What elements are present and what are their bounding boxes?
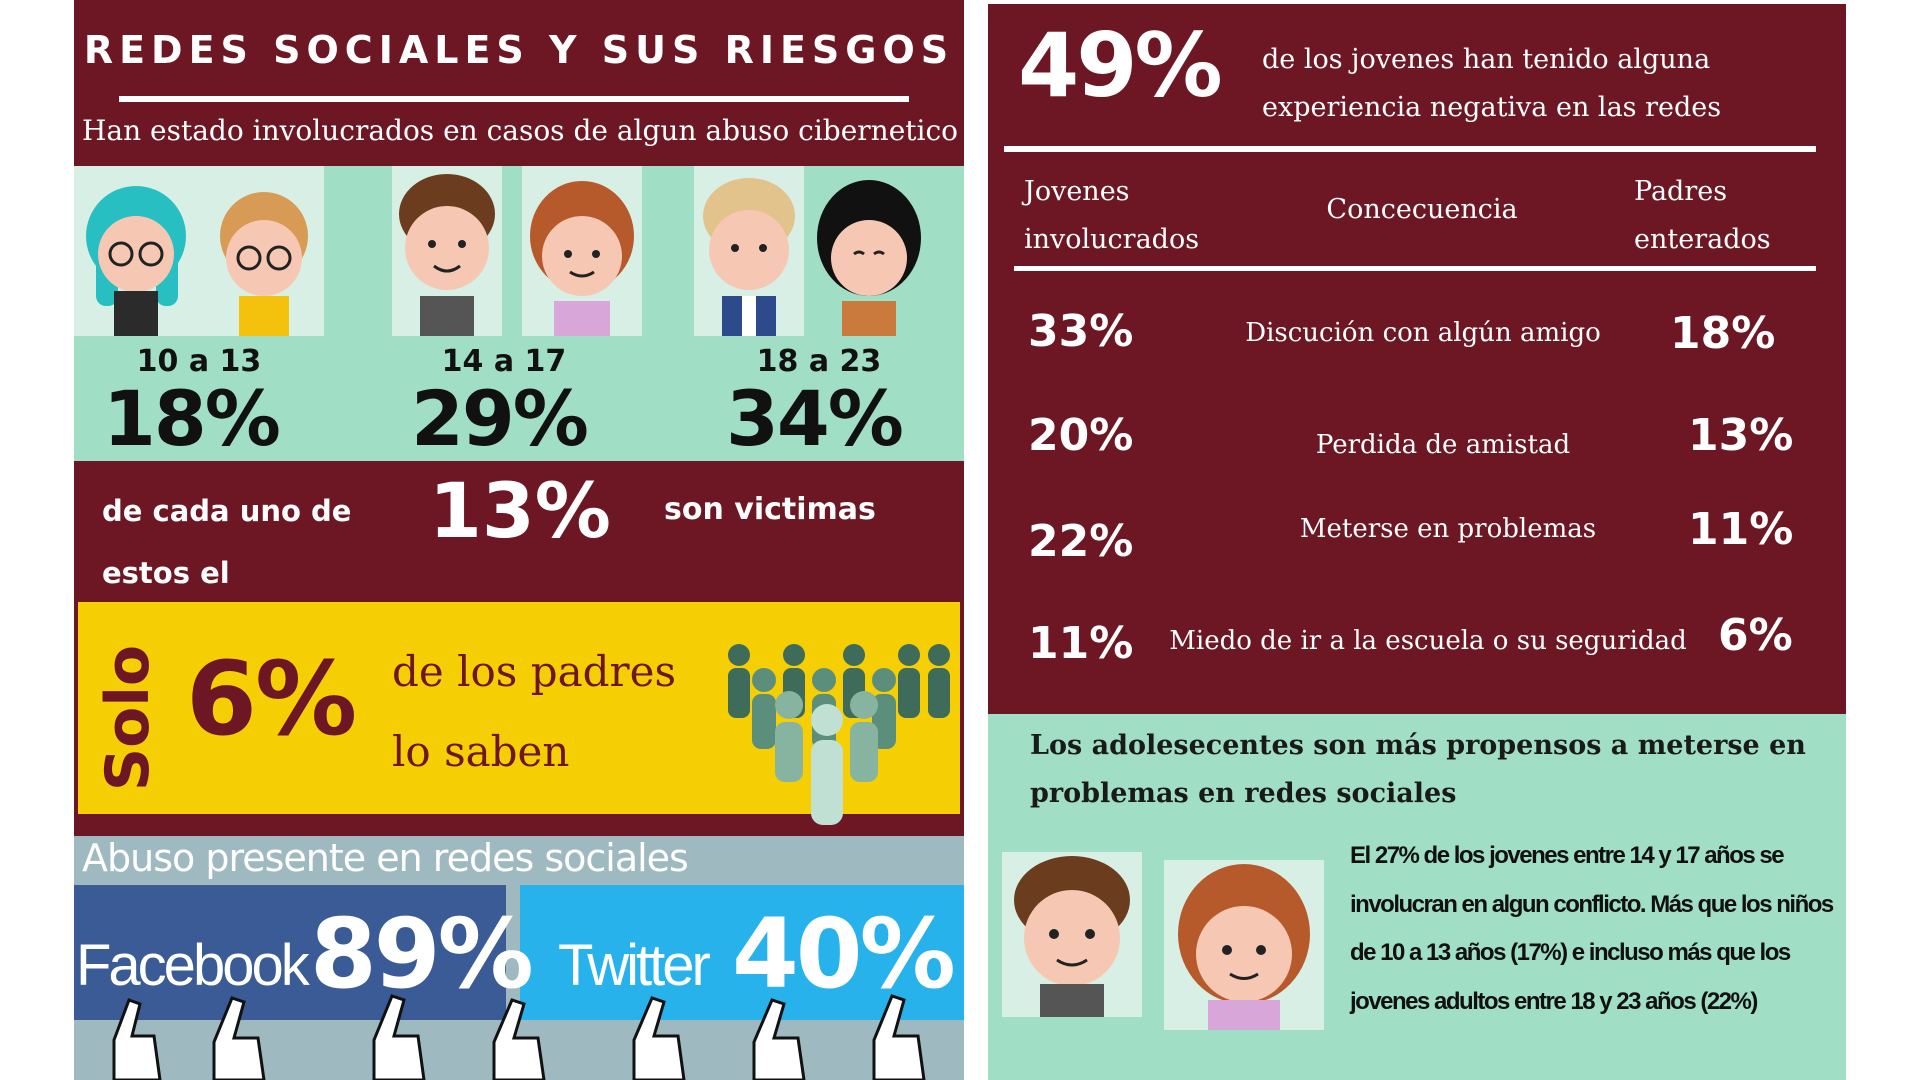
boy-illustration [1002, 852, 1142, 1017]
victims-percent: 13% [429, 466, 611, 555]
victims-post-text: son victimas [664, 492, 876, 527]
column-header-padres: Padres enterados [1634, 176, 1771, 255]
table-cell-consecuencia: Miedo de ir a la escuela o su seguridad [1169, 626, 1687, 656]
headline-percent: 49% [1018, 14, 1223, 117]
girl-illustration [1164, 860, 1324, 1030]
table-cell-padres: 11% [1688, 504, 1794, 555]
facebook-name: Facebook [76, 933, 310, 998]
abuse-title: Abuso presente en redes sociales [82, 836, 689, 880]
headline-text: de los jovenes han tenido alguna experie… [1262, 44, 1722, 123]
table-cell-padres: 6% [1718, 610, 1793, 661]
age-group-percent: 29% [411, 374, 589, 463]
column-header-consecuencia: Concecuencia [1326, 194, 1518, 225]
kids-10-13-illustration [74, 166, 324, 336]
parents-text: de los padres lo saben [392, 632, 676, 792]
age-group-percent: 34% [726, 374, 904, 463]
table-cell-jovenes: 33% [1028, 306, 1134, 357]
infographic-subtitle: Han estado involucrados en casos de algu… [82, 114, 959, 147]
pointing-hands-icon [112, 994, 926, 1080]
table-divider [1014, 266, 1816, 271]
victims-pre-text: de cada uno de estos el [102, 494, 352, 590]
title-divider [119, 96, 909, 102]
right-infographic-panel: 49% de los jovenes han tenido alguna exp… [988, 4, 1846, 1080]
twitter-name: Twitter [558, 933, 711, 998]
age-group-percent: 18% [103, 374, 281, 463]
infographic-title: REDES SOCIALES Y SUS RIESGOS [83, 28, 955, 72]
table-cell-jovenes: 22% [1028, 516, 1134, 567]
teens-title: Los adolesecentes son más propensos a me… [1030, 730, 1806, 809]
twitter-percent: 40% [732, 898, 956, 1010]
header-divider [1004, 146, 1816, 152]
parents-percent: 6% [186, 640, 357, 759]
age-group-label: 14 a 17 [441, 344, 567, 379]
solo-vertical-label: Solo [93, 630, 163, 805]
age-groups-section: 10 a 13 18% 14 a 17 29% 18 a 23 34% [74, 166, 964, 463]
table-cell-consecuencia: Meterse en problemas [1299, 514, 1597, 544]
table-cell-consecuencia: Discución con algún amigo [1245, 318, 1601, 348]
parents-text-line2: lo saben [392, 727, 570, 776]
table-cell-consecuencia: Perdida de amistad [1315, 430, 1571, 460]
age-group-label: 18 a 23 [756, 344, 882, 379]
table-cell-padres: 18% [1670, 308, 1776, 359]
kids-14-17-illustration [392, 166, 642, 336]
kids-18-23-illustration [694, 166, 921, 336]
facebook-card [74, 885, 506, 1020]
column-header-jovenes: Jovenes involucrados [1024, 176, 1200, 255]
left-infographic-panel: REDES SOCIALES Y SUS RIESGOS Han estado … [74, 0, 964, 1080]
table-cell-jovenes: 20% [1028, 410, 1134, 461]
solo-text: Solo [93, 644, 163, 791]
table-cell-padres: 13% [1688, 410, 1794, 461]
facebook-percent: 89% [310, 898, 534, 1010]
crowd-icon [728, 644, 950, 825]
table-cell-jovenes: 11% [1028, 618, 1134, 669]
age-group-label: 10 a 13 [136, 344, 262, 379]
parents-text-line1: de los padres [392, 647, 677, 696]
teens-body-text: El 27% de los jovenes entre 14 y 17 años… [1350, 842, 1834, 1015]
